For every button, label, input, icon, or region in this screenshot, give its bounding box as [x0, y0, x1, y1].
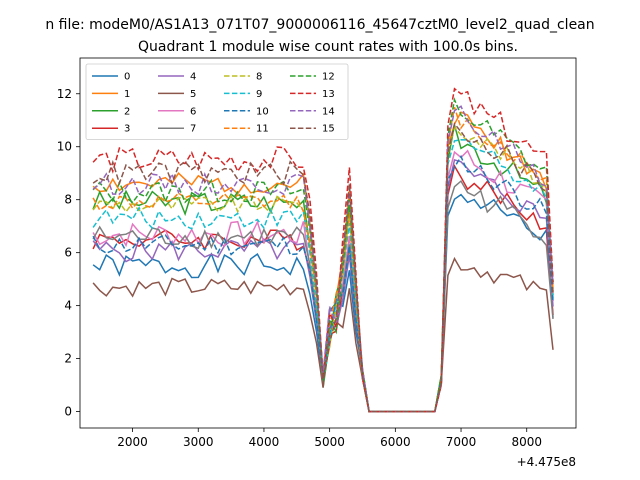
- legend-label-10: 10: [256, 106, 269, 117]
- y-tick-label: 2: [64, 352, 72, 366]
- series-layer: [92, 87, 554, 413]
- y-tick-label: 12: [57, 87, 72, 101]
- y-axis: 0 2 4 6 8 10 12: [57, 87, 80, 419]
- x-tick-label: 4000: [249, 435, 280, 449]
- y-tick-label: 6: [64, 246, 72, 260]
- legend-label-8: 8: [256, 72, 262, 83]
- y-tick-label: 10: [57, 140, 72, 154]
- legend-label-0: 0: [124, 72, 130, 83]
- x-offset-label: +4.475e8: [517, 455, 576, 469]
- legend-label-14: 14: [322, 106, 335, 117]
- x-tick-label: 6000: [380, 435, 411, 449]
- series-line-5: [92, 256, 554, 413]
- plot-frame: [79, 57, 577, 429]
- x-tick-label: 2000: [117, 435, 148, 449]
- y-tick-label: 0: [64, 405, 72, 419]
- legend-label-5: 5: [190, 89, 196, 100]
- legend-box: [85, 63, 349, 140]
- legend-label-2: 2: [124, 106, 130, 117]
- x-tick-label: 8000: [511, 435, 542, 449]
- y-tick-label: 4: [64, 299, 72, 313]
- series-line-15: [92, 122, 554, 413]
- legend-label-4: 4: [190, 72, 196, 83]
- legend-label-1: 1: [124, 89, 130, 100]
- series-line-9: [92, 139, 554, 413]
- legend-label-7: 7: [190, 124, 196, 135]
- legend-label-6: 6: [190, 106, 196, 117]
- x-axis: 2000 3000 4000 5000 6000 7000 8000: [117, 428, 542, 449]
- legend-label-12: 12: [322, 72, 335, 83]
- x-tick-label: 5000: [314, 435, 345, 449]
- x-tick-label: 7000: [446, 435, 477, 449]
- x-tick-label: 3000: [183, 435, 214, 449]
- legend-label-15: 15: [322, 124, 335, 135]
- legend-label-13: 13: [322, 89, 335, 100]
- series-line-14: [92, 105, 554, 413]
- figure-suptitle: n file: modeM0/AS1A13_071T07_9000006116_…: [45, 17, 594, 33]
- chart-title: Quadrant 1 module wise count rates with …: [138, 39, 518, 55]
- legend-label-9: 9: [256, 89, 262, 100]
- legend-label-11: 11: [256, 124, 269, 135]
- legend-label-3: 3: [124, 124, 130, 135]
- y-tick-label: 8: [64, 193, 72, 207]
